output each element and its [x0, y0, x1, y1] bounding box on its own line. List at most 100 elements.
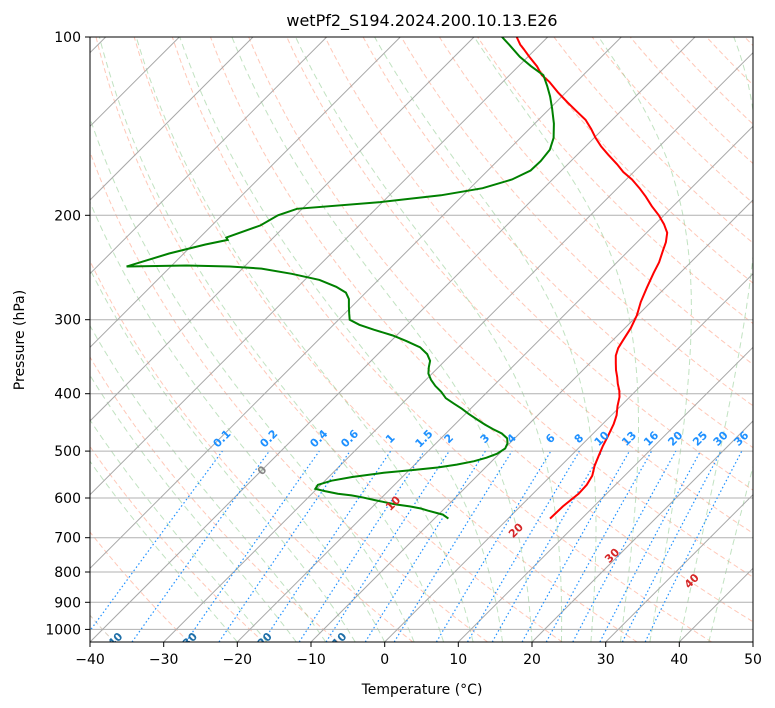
y-tick-label: 1000	[45, 622, 81, 638]
isotherm-line	[531, 420, 753, 642]
isobar-gridlines	[90, 37, 753, 630]
dry-adiabat-line	[90, 150, 488, 642]
y-tick-label: 100	[54, 30, 81, 46]
mixing-ratio-line	[599, 450, 702, 642]
moist-adiabats	[90, 37, 753, 642]
moist-adiabat-line	[598, 37, 692, 642]
moist-adiabat-line	[90, 419, 268, 642]
isotherm-line	[90, 37, 401, 349]
dry-adiabat-line	[705, 37, 753, 86]
dry-adiabat-line	[133, 37, 638, 642]
mixing-ratio-label: 25	[690, 429, 710, 449]
mixing-ratio-label: 16	[641, 428, 661, 448]
moist-adiabat-line	[135, 37, 474, 642]
y-tick-label: 600	[54, 491, 81, 507]
moist-adiabat-line	[179, 37, 503, 642]
dry-adiabat-line	[286, 37, 753, 534]
isotherm-line	[90, 37, 475, 422]
dry-adiabat-line	[209, 37, 753, 623]
moist-adiabat-label: 40	[682, 571, 702, 591]
isotherm-line	[605, 493, 753, 642]
x-tick-label: 40	[670, 652, 688, 668]
moist-adiabat-line	[678, 37, 753, 642]
dry-adiabat-line	[438, 37, 753, 366]
mixing-ratio-label: 0.4	[307, 427, 330, 450]
dry-adiabats	[90, 10, 775, 642]
mixing-ratio-label: 0.2	[257, 427, 280, 450]
plot-frame	[89, 36, 754, 643]
x-tick-label: −40	[75, 652, 105, 668]
x-tick-label: 0	[380, 652, 389, 668]
dry-adiabat-line	[744, 37, 753, 47]
mixing-ratio-line	[298, 450, 425, 642]
dry-adiabat-line	[515, 37, 753, 284]
mixing-ratio-line	[466, 450, 580, 642]
isotherm-line	[163, 51, 753, 642]
moist-adiabat-label: 10	[383, 493, 403, 513]
dry-adiabat-line	[90, 259, 414, 642]
moist-adiabat-line	[295, 37, 563, 642]
moist-adiabat-line	[374, 37, 597, 642]
dry-adiabat-line	[90, 531, 190, 642]
skewed-isotherms	[90, 37, 753, 642]
isotherm-line	[384, 272, 753, 642]
y-tick-label: 800	[54, 565, 81, 581]
mixing-ratio-lines	[90, 450, 743, 642]
y-tick-label: 900	[54, 595, 81, 611]
x-tick-label: 30	[597, 652, 615, 668]
temperature-line	[515, 37, 669, 520]
x-axis-label: Temperature (°C)	[361, 682, 483, 698]
mixing-ratio-label: 13	[619, 429, 639, 449]
mixing-ratio-line	[185, 450, 320, 642]
isotherm-line	[236, 125, 753, 642]
isotherm-line	[90, 37, 328, 275]
moist-adiabat-line	[90, 268, 356, 642]
isotherm-line	[90, 37, 549, 496]
moist-adiabat-line	[231, 37, 533, 642]
sounding-series	[126, 37, 669, 520]
isotherm-line	[90, 37, 696, 642]
isotherm-line	[310, 199, 753, 642]
moist-adiabat-line	[90, 460, 238, 642]
y-tick-label: 300	[54, 313, 81, 329]
y-tick-label: 700	[54, 531, 81, 547]
dry-adiabat-line	[95, 37, 563, 642]
y-tick-label: 500	[54, 444, 81, 460]
x-tick-label: −30	[149, 652, 179, 668]
chart-title: wetPf2_S194.2024.200.10.13.E26	[286, 11, 557, 31]
x-tick-label: −10	[296, 652, 326, 668]
x-tick-label: 10	[449, 652, 467, 668]
isotherm-line	[90, 37, 622, 570]
mixing-ratio-line	[325, 450, 450, 642]
y-axis-label: Pressure (hPa)	[12, 290, 28, 390]
dry-adiabat-line	[362, 37, 753, 449]
isotherm-line	[678, 567, 753, 642]
x-tick-label: 20	[523, 652, 541, 668]
moist-adiabat-line	[90, 374, 297, 642]
moist-adiabat-line	[98, 37, 445, 642]
mixing-ratio-line	[218, 450, 351, 642]
mixing-ratio-line	[90, 450, 223, 632]
mixing-ratio-line	[393, 450, 513, 642]
dry-adiabat-line	[324, 37, 753, 491]
dry-adiabat-line	[90, 356, 339, 642]
mixing-ratio-line	[644, 450, 743, 642]
dry-adiabat-line	[171, 37, 712, 642]
mixing-ratio-line	[545, 450, 653, 642]
isotherm-line	[752, 641, 753, 642]
dry-adiabat-line	[667, 37, 753, 125]
mixing-ratio-line	[131, 450, 270, 642]
dewpoint-line	[126, 37, 555, 520]
y-tick-label: 400	[54, 387, 81, 403]
axes: −40 −30 −20 −10 0 10 20 30 40 50 100 200 300 400 500 60…	[45, 30, 762, 668]
moist-adiabat-line	[90, 201, 386, 642]
mixing-ratio-label: 0.6	[338, 427, 361, 450]
dry-adiabat-line	[400, 37, 753, 407]
mixing-ratio-label: 1	[383, 431, 398, 446]
moist-adiabat-line	[90, 324, 327, 642]
dry-adiabat-line	[756, 10, 775, 642]
mixing-ratio-label: 8	[572, 431, 587, 446]
x-tick-label: 50	[744, 652, 762, 668]
mixing-ratio-label: 36	[731, 428, 751, 448]
